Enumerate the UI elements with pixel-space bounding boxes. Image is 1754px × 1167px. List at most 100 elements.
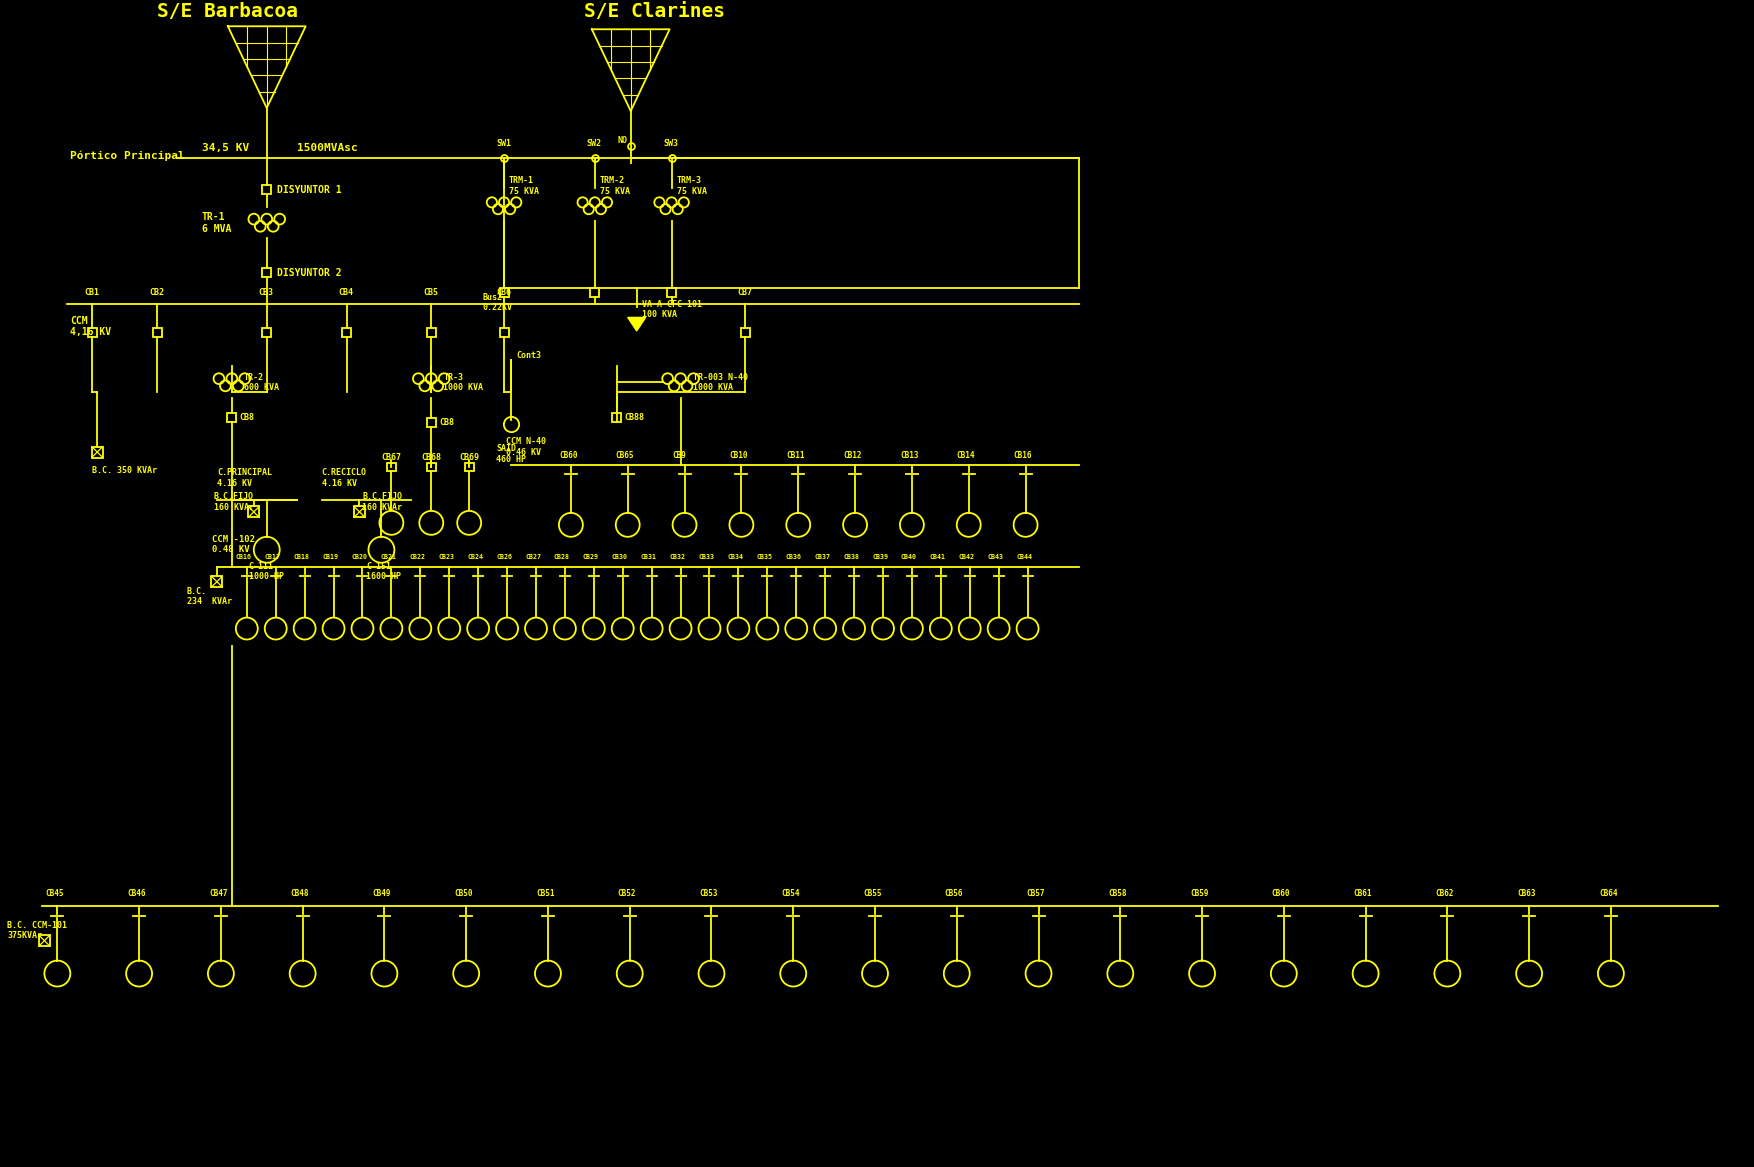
Bar xyxy=(88,328,96,337)
Text: CB8: CB8 xyxy=(438,418,454,427)
Text: CB47: CB47 xyxy=(209,889,228,899)
Text: CB55: CB55 xyxy=(863,889,882,899)
Text: CB40: CB40 xyxy=(902,554,917,560)
Bar xyxy=(426,462,435,471)
Text: CB48: CB48 xyxy=(291,889,309,899)
Text: TRM-2
75 KVA: TRM-2 75 KVA xyxy=(600,176,630,196)
Text: CB50: CB50 xyxy=(454,889,474,899)
Bar xyxy=(212,576,223,587)
Text: CB39: CB39 xyxy=(872,554,888,560)
Bar xyxy=(591,288,600,296)
Text: NO: NO xyxy=(617,137,628,146)
Text: CB8: CB8 xyxy=(240,413,254,421)
Text: CB13: CB13 xyxy=(900,450,919,460)
Bar xyxy=(228,413,237,421)
Text: CB16: CB16 xyxy=(235,554,253,560)
Text: CB34: CB34 xyxy=(728,554,744,560)
Text: CB22: CB22 xyxy=(409,554,424,560)
Text: CB44: CB44 xyxy=(1017,554,1033,560)
Text: CB18: CB18 xyxy=(293,554,310,560)
Text: CCM -102
0.48 KV: CCM -102 0.48 KV xyxy=(212,536,254,554)
Text: CB36: CB36 xyxy=(786,554,802,560)
Text: B.C.FIJO
160 KVAr: B.C.FIJO 160 KVAr xyxy=(363,492,402,511)
Text: CB24: CB24 xyxy=(467,554,482,560)
Text: CB51: CB51 xyxy=(537,889,554,899)
Text: TR-003 N-40
1000 KVA: TR-003 N-40 1000 KVA xyxy=(693,372,747,392)
Text: SAID
460 HP: SAID 460 HP xyxy=(496,445,526,463)
Text: CB7: CB7 xyxy=(737,288,752,298)
Text: CB28: CB28 xyxy=(554,554,570,560)
Bar xyxy=(263,268,272,277)
Text: SW2: SW2 xyxy=(588,139,602,148)
Bar xyxy=(39,935,49,946)
Text: CB5: CB5 xyxy=(423,288,438,298)
Bar xyxy=(426,418,435,427)
Bar xyxy=(740,328,751,337)
Text: CB4: CB4 xyxy=(339,288,354,298)
Text: CB35: CB35 xyxy=(756,554,772,560)
Bar xyxy=(426,328,435,337)
Text: CB23: CB23 xyxy=(438,554,454,560)
Text: CB57: CB57 xyxy=(1026,889,1045,899)
Text: CB46: CB46 xyxy=(126,889,146,899)
Text: B.C.
234  KVAr: B.C. 234 KVAr xyxy=(188,587,232,607)
Text: CB31: CB31 xyxy=(640,554,656,560)
Text: B.C. 350 KVAr: B.C. 350 KVAr xyxy=(93,466,158,475)
Text: CB11: CB11 xyxy=(786,450,805,460)
Text: CB64: CB64 xyxy=(1600,889,1617,899)
Text: CB65: CB65 xyxy=(616,450,635,460)
Text: TR-1
6 MVA: TR-1 6 MVA xyxy=(202,212,232,233)
Text: CB17: CB17 xyxy=(265,554,281,560)
Text: SW1: SW1 xyxy=(496,139,510,148)
Text: CB60: CB60 xyxy=(1272,889,1291,899)
Text: CB38: CB38 xyxy=(844,554,859,560)
Text: 1500MVAsc: 1500MVAsc xyxy=(296,142,358,153)
Text: Cont3: Cont3 xyxy=(516,351,540,359)
Text: SW3: SW3 xyxy=(663,139,679,148)
Bar xyxy=(354,506,365,517)
Bar xyxy=(388,462,396,471)
Text: CB3: CB3 xyxy=(260,288,274,298)
Text: CB9: CB9 xyxy=(672,450,686,460)
Bar xyxy=(342,328,351,337)
Bar xyxy=(500,288,509,296)
Text: CB16: CB16 xyxy=(1014,450,1031,460)
Text: CB1: CB1 xyxy=(84,288,100,298)
Bar xyxy=(465,462,474,471)
Text: Bus2
0.22KV: Bus2 0.22KV xyxy=(482,293,512,313)
Text: B.C. CCM-101
375KVAr: B.C. CCM-101 375KVAr xyxy=(7,921,67,941)
Text: CB29: CB29 xyxy=(582,554,598,560)
Text: CB69: CB69 xyxy=(460,453,479,461)
Text: C-111
1000 HP: C-111 1000 HP xyxy=(249,562,284,581)
Bar xyxy=(667,288,675,296)
Text: CB42: CB42 xyxy=(959,554,975,560)
Text: 34,5 KV: 34,5 KV xyxy=(202,142,249,153)
Text: C-151
1600 HP: C-151 1600 HP xyxy=(367,562,402,581)
Text: CB67: CB67 xyxy=(381,453,402,461)
Text: CB62: CB62 xyxy=(1435,889,1454,899)
Text: TRM-1
75 KVA: TRM-1 75 KVA xyxy=(509,176,538,196)
Bar xyxy=(249,506,260,517)
Text: CB20: CB20 xyxy=(351,554,368,560)
Bar xyxy=(153,328,161,337)
Text: C.PRINCIPAL
4.16 KV: C.PRINCIPAL 4.16 KV xyxy=(217,468,272,488)
Text: CB21: CB21 xyxy=(381,554,396,560)
Text: CCM N-40
0.46 KV: CCM N-40 0.46 KV xyxy=(507,438,545,456)
Text: CB30: CB30 xyxy=(612,554,628,560)
Text: S/E Clarines: S/E Clarines xyxy=(584,2,724,21)
Text: CB12: CB12 xyxy=(844,450,861,460)
Text: CB58: CB58 xyxy=(1109,889,1126,899)
Text: CB43: CB43 xyxy=(988,554,1003,560)
Text: CCM
4,16 KV: CCM 4,16 KV xyxy=(70,315,112,337)
Bar xyxy=(263,186,272,194)
Polygon shape xyxy=(628,317,645,331)
Text: TRM-3
75 KVA: TRM-3 75 KVA xyxy=(677,176,707,196)
Text: CB26: CB26 xyxy=(496,554,512,560)
Text: Pórtico Principal: Pórtico Principal xyxy=(70,151,186,161)
Text: CB45: CB45 xyxy=(46,889,63,899)
Text: VA A CFC 101
100 KVA: VA A CFC 101 100 KVA xyxy=(642,300,702,319)
Text: CB32: CB32 xyxy=(670,554,686,560)
Text: DISYUNTOR 2: DISYUNTOR 2 xyxy=(277,267,342,278)
Text: CB59: CB59 xyxy=(1191,889,1209,899)
Text: S/E Barbacoa: S/E Barbacoa xyxy=(158,2,298,21)
